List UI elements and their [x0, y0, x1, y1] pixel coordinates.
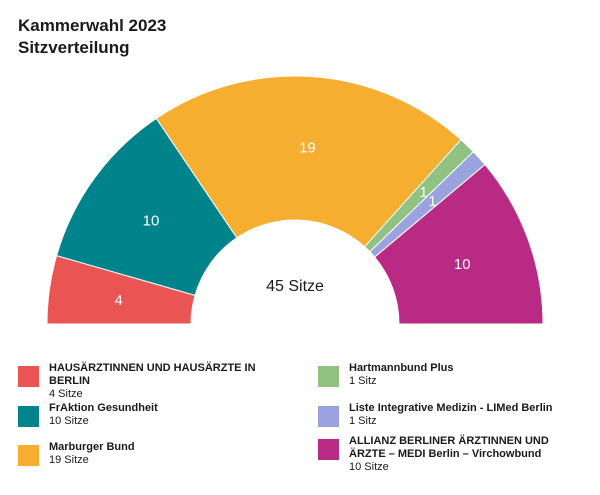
legend-seats: 10 Sitze — [49, 415, 89, 427]
legend-swatch — [318, 439, 339, 460]
slice-label-4: 1 — [428, 193, 436, 210]
legend-seats: 1 Sitz — [349, 415, 377, 427]
chart-title: Kammerwahl 2023 — [18, 16, 167, 35]
legend-item: FrAktion Gesundheit 10 Sitze — [18, 402, 158, 428]
legend-item: Hartmannbund Plus 1 Sitz — [318, 362, 454, 388]
legend-name: ALLIANZ BERLINER ÄRZTINNEN UND ÄRZTE – M… — [349, 435, 549, 460]
chart-subtitle: Sitzverteilung — [18, 38, 130, 57]
legend-item: Liste Integrative Medizin - LIMed Berlin… — [318, 402, 553, 428]
legend-name: FrAktion Gesundheit — [49, 402, 158, 414]
legend-swatch — [318, 366, 339, 387]
slice-label-0: 4 — [115, 292, 123, 309]
center-total-label: 45 Sitze — [266, 278, 324, 295]
slice-2 — [155, 75, 462, 248]
slice-5 — [373, 163, 544, 325]
legend-seats: 19 Sitze — [49, 454, 89, 466]
slice-label-2: 19 — [299, 139, 316, 156]
slice-label-3: 1 — [419, 184, 427, 201]
legend-item: ALLIANZ BERLINER ÄRZTINNEN UND ÄRZTE – M… — [318, 435, 584, 474]
legend-seats: 10 Sitze — [349, 461, 389, 473]
slice-label-5: 10 — [454, 256, 471, 273]
legend-item: Marburger Bund 19 Sitze — [18, 441, 135, 467]
legend-item: HAUSÄRZTINNEN UND HAUSÄRZTE IN BERLIN 4 … — [18, 362, 284, 401]
legend-swatch — [318, 406, 339, 427]
legend-name: Marburger Bund — [49, 441, 135, 453]
legend-name: Liste Integrative Medizin - LIMed Berlin — [349, 402, 553, 414]
legend-swatch — [18, 406, 39, 427]
legend-seats: 4 Sitze — [49, 388, 83, 400]
legend-swatch — [18, 366, 39, 387]
legend-seats: 1 Sitz — [349, 375, 377, 387]
legend: HAUSÄRZTINNEN UND HAUSÄRZTE IN BERLIN 4 … — [18, 362, 588, 487]
slice-1 — [55, 117, 238, 296]
legend-name: Hartmannbund Plus — [349, 362, 454, 374]
legend-name: HAUSÄRZTINNEN UND HAUSÄRZTE IN BERLIN — [49, 362, 256, 387]
slice-label-1: 10 — [143, 212, 160, 229]
legend-swatch — [18, 445, 39, 466]
